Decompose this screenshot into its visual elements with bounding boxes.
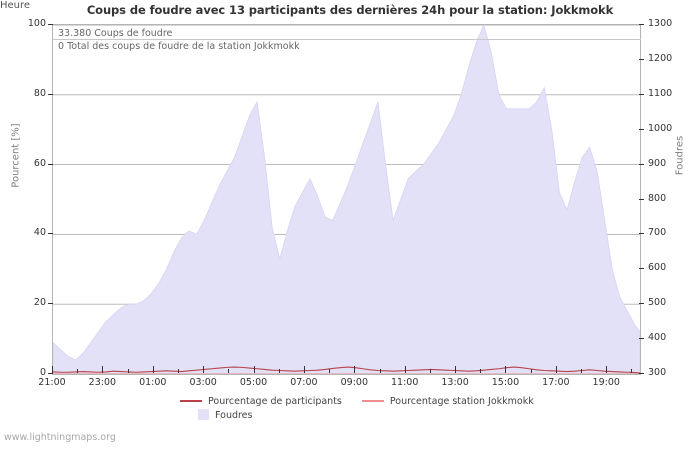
y-tick-label-right: 1000 xyxy=(648,122,673,134)
y-tick-label-right: 1200 xyxy=(648,52,673,64)
y-tick-mark-right xyxy=(639,58,644,60)
y-tick-mark-left xyxy=(48,24,53,25)
x-tick-label: 03:00 xyxy=(189,377,217,388)
x-tick-label: 13:00 xyxy=(441,377,469,388)
x-tick-mark-major xyxy=(404,366,406,373)
x-tick-label: 09:00 xyxy=(340,377,368,388)
annotation-rule xyxy=(52,39,641,40)
legend-row-primary: Pourcentage de participants Pourcentage s… xyxy=(0,396,700,407)
legend-item-label: Pourcentage de participants xyxy=(208,396,342,407)
legend: Pourcentage de participants Pourcentage s… xyxy=(0,396,700,428)
x-tick-label: 19:00 xyxy=(592,377,620,388)
x-tick-mark-minor xyxy=(530,369,532,373)
x-tick-label: 15:00 xyxy=(491,377,520,388)
y-tick-mark-left xyxy=(48,93,53,95)
legend-item[interactable]: Foudres xyxy=(198,409,253,421)
annotation-total-strokes: 33.380 Coups de foudre xyxy=(58,28,173,39)
y-axis-left-title: Pourcent [%] xyxy=(10,123,22,188)
y-tick-mark-right xyxy=(639,128,644,130)
y-tick-label-left: 20 xyxy=(33,297,46,309)
y-tick-mark-left xyxy=(48,373,53,374)
x-axis-title: Heure xyxy=(0,0,31,11)
y-tick-mark-right xyxy=(639,163,644,165)
y-tick-mark-right xyxy=(639,268,644,270)
y-tick-label-left: 80 xyxy=(33,87,46,99)
y-tick-label-right: 800 xyxy=(648,192,667,204)
x-tick-label: 05:00 xyxy=(239,377,268,388)
x-tick-mark-major xyxy=(606,366,608,373)
y-tick-mark-right xyxy=(639,303,644,305)
x-tick-mark-minor xyxy=(177,369,179,373)
legend-line-swatch-icon xyxy=(180,399,202,402)
y-tick-label-right: 400 xyxy=(648,332,667,344)
y-tick-label-left: 100 xyxy=(27,18,46,29)
x-tick-mark-minor xyxy=(127,369,129,373)
x-tick-mark-minor xyxy=(631,369,633,373)
legend-item-label: Foudres xyxy=(215,410,253,421)
x-tick-mark-minor xyxy=(581,369,583,373)
watermark: www.lightningmaps.org xyxy=(4,432,116,443)
y-tick-label-right: 600 xyxy=(648,262,667,274)
x-tick-label: 17:00 xyxy=(542,377,570,388)
legend-row-secondary: Foudres xyxy=(0,409,700,421)
y-tick-mark-right xyxy=(639,338,644,340)
x-tick-mark-major xyxy=(354,366,356,373)
annotation-station-strokes: 0 Total des coups de foudre de la statio… xyxy=(58,41,300,52)
x-tick-mark-minor xyxy=(379,369,381,373)
x-tick-mark-minor xyxy=(480,369,482,373)
x-tick-mark-minor xyxy=(329,369,331,373)
y-tick-mark-right xyxy=(639,233,644,235)
x-tick-mark-major xyxy=(303,366,305,373)
x-tick-mark-major xyxy=(52,366,53,373)
x-tick-label: 07:00 xyxy=(290,377,318,388)
x-tick-mark-major xyxy=(102,366,104,373)
legend-item[interactable]: Pourcentage de participants xyxy=(180,396,342,407)
participants-percentage-line xyxy=(53,366,640,374)
legend-box-swatch-icon xyxy=(198,409,209,420)
legend-item-label: Pourcentage station Jokkmokk xyxy=(389,396,534,407)
x-tick-mark-major xyxy=(203,366,205,373)
x-tick-label: 23:00 xyxy=(88,377,117,388)
y-tick-mark-left xyxy=(48,303,53,305)
legend-item[interactable]: Pourcentage station Jokkmokk xyxy=(361,396,534,407)
y-tick-mark-right xyxy=(639,373,644,374)
y-tick-label-right: 1100 xyxy=(648,87,673,99)
y-tick-label-left: 40 xyxy=(33,227,46,239)
lightning-area-series xyxy=(53,25,640,374)
x-tick-mark-major xyxy=(555,366,557,373)
x-tick-mark-major xyxy=(505,366,507,373)
x-tick-mark-major xyxy=(455,366,457,373)
x-tick-mark-major xyxy=(152,366,154,373)
x-tick-mark-minor xyxy=(228,369,230,373)
y-tick-label-right: 300 xyxy=(648,367,667,378)
x-tick-label: 21:00 xyxy=(38,377,66,388)
y-tick-mark-right xyxy=(639,198,644,200)
x-tick-mark-minor xyxy=(77,369,79,373)
y-tick-label-right: 500 xyxy=(648,297,667,309)
legend-line-swatch-icon xyxy=(361,399,384,402)
y-axis-right-title: Foudres xyxy=(674,135,686,176)
x-tick-mark-major xyxy=(253,366,255,373)
y-tick-label-left: 60 xyxy=(33,157,46,169)
y-tick-label-right: 900 xyxy=(648,157,667,169)
page-title: Coups de foudre avec 13 participants des… xyxy=(86,3,614,17)
y-tick-mark-left xyxy=(48,233,53,235)
plot-area xyxy=(52,24,641,375)
x-tick-label: 01:00 xyxy=(139,377,167,388)
plot-canvas xyxy=(53,25,640,374)
y-tick-label-right: 1300 xyxy=(648,18,673,29)
y-tick-label-right: 700 xyxy=(648,227,667,239)
x-tick-mark-minor xyxy=(278,369,280,373)
y-tick-mark-left xyxy=(48,163,53,165)
x-tick-label: 11:00 xyxy=(391,377,419,388)
x-tick-mark-minor xyxy=(429,369,431,373)
y-tick-mark-right xyxy=(639,24,644,25)
y-tick-mark-right xyxy=(639,93,644,95)
y-tick-label-left: 0 xyxy=(39,367,46,378)
